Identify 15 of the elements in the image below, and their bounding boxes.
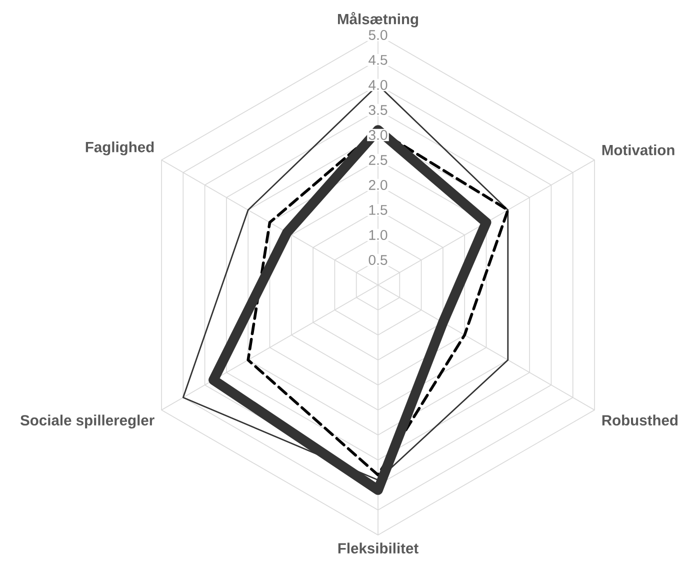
spoke-label: Målsætning	[338, 12, 418, 28]
y-tick-label: 3.0	[368, 130, 388, 140]
spoke-label: Faglighed	[86, 141, 154, 156]
y-tick-label: 0.5	[368, 255, 388, 265]
spoke-label: Robusthed	[602, 414, 678, 426]
spoke-label: Sociale spilleregler	[20, 414, 154, 428]
y-tick-label: 2.5	[368, 155, 388, 165]
y-tick-label: 3.5	[368, 105, 388, 115]
y-tick-label: 1.5	[369, 205, 388, 215]
y-tick-label: 2.0	[368, 180, 388, 190]
y-tick-label: 5.0	[368, 30, 388, 40]
spoke-label: Motivation	[602, 144, 674, 156]
y-tick-label: 1.0	[369, 230, 388, 240]
spoke-label: Fleksibilitet	[338, 542, 418, 554]
y-tick-label: 4.5	[368, 55, 388, 65]
